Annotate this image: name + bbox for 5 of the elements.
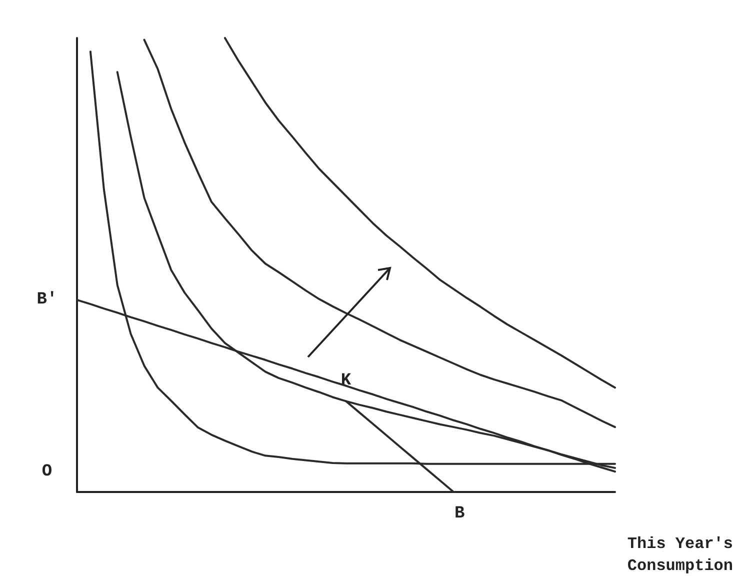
- x-axis-title: This Year's Consumption: [627, 535, 734, 575]
- text: B: [454, 504, 465, 524]
- annotation: K: [340, 372, 352, 391]
- text: O: [42, 462, 52, 482]
- text: B': [36, 290, 58, 310]
